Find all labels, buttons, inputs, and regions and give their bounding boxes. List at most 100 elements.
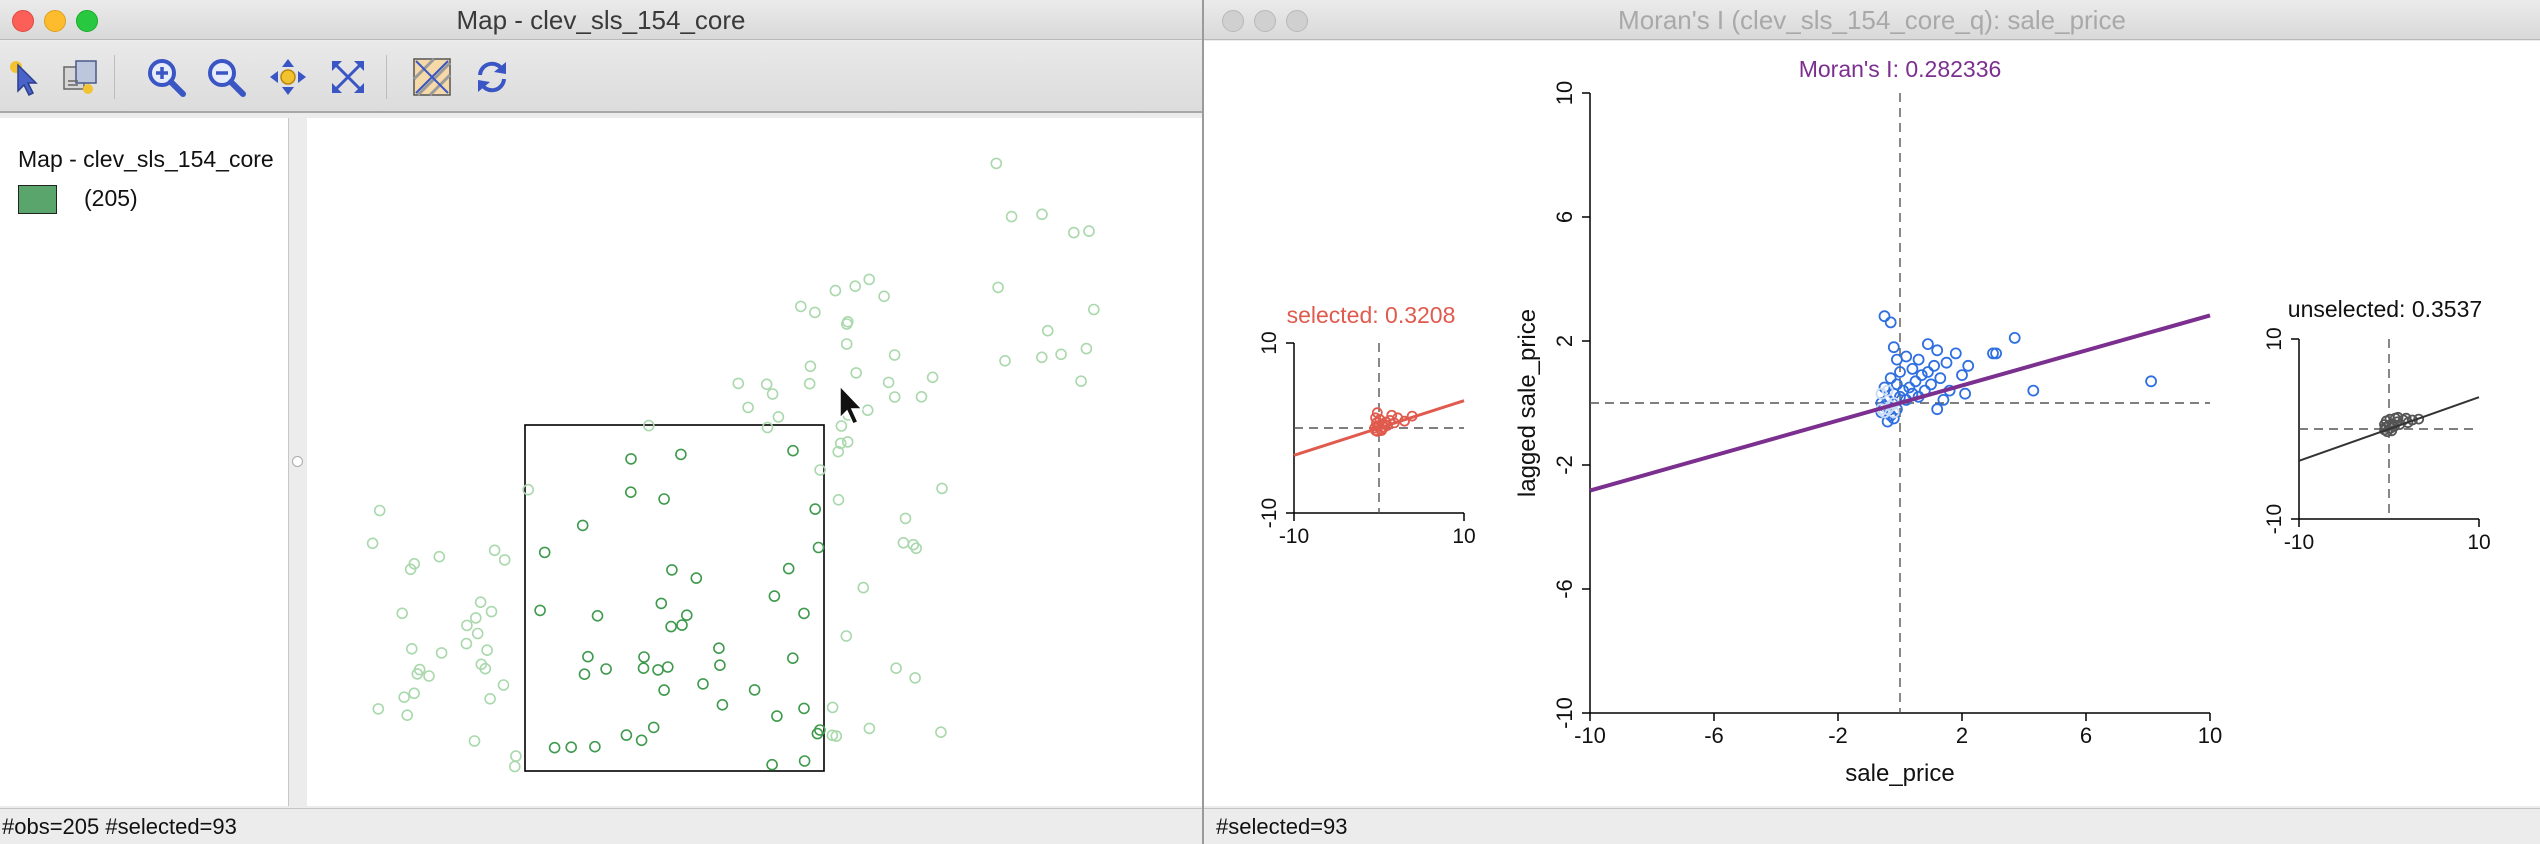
data-point[interactable]	[1949, 347, 1962, 360]
unselected-point[interactable]	[372, 703, 385, 715]
unselected-point[interactable]	[809, 306, 821, 319]
unselected-point[interactable]	[935, 726, 947, 739]
unselected-point[interactable]	[829, 284, 842, 297]
selected-point[interactable]	[647, 721, 660, 734]
unselected-point[interactable]	[840, 318, 853, 330]
unselected-point[interactable]	[857, 581, 870, 594]
unselected-point[interactable]	[396, 607, 408, 620]
unselected-point[interactable]	[794, 300, 807, 313]
unselected-point[interactable]	[510, 750, 522, 762]
selected-point[interactable]	[576, 519, 589, 532]
legend-category-swatch[interactable]	[18, 185, 57, 214]
selected-point[interactable]	[589, 740, 601, 753]
data-point[interactable]	[2386, 425, 2398, 437]
unselected-point[interactable]	[772, 411, 785, 423]
unselected-point[interactable]	[926, 371, 939, 384]
unselected-point[interactable]	[1055, 348, 1067, 361]
selected-point[interactable]	[538, 546, 551, 559]
unselected-point[interactable]	[732, 377, 745, 390]
unselected-point[interactable]	[832, 445, 845, 458]
data-point[interactable]	[1878, 381, 1891, 394]
selected-point[interactable]	[812, 541, 825, 554]
unselected-point[interactable]	[849, 280, 862, 292]
unselected-point[interactable]	[479, 662, 492, 675]
unselected-point[interactable]	[470, 612, 482, 624]
data-point[interactable]	[1900, 350, 1913, 363]
unselected-point[interactable]	[1080, 342, 1093, 355]
unselected-point[interactable]	[474, 596, 487, 609]
unselected-point[interactable]	[899, 512, 912, 525]
unselected-point[interactable]	[761, 421, 774, 434]
selected-point[interactable]	[661, 661, 674, 673]
unselected-point[interactable]	[1083, 225, 1095, 237]
data-point[interactable]	[1931, 344, 1944, 357]
selected-point[interactable]	[748, 684, 761, 696]
unselected-point[interactable]	[1035, 351, 1048, 364]
refresh-button[interactable]	[470, 55, 514, 99]
unselected-point[interactable]	[435, 647, 448, 659]
unselected-point[interactable]	[804, 360, 817, 373]
data-point[interactable]	[1887, 341, 1900, 354]
selected-point[interactable]	[591, 609, 604, 622]
selected-point[interactable]	[655, 597, 668, 610]
close-button[interactable]	[12, 10, 34, 32]
data-point[interactable]	[1956, 369, 1968, 382]
data-point[interactable]	[1875, 387, 1888, 400]
data-point[interactable]	[2145, 375, 2157, 388]
data-point[interactable]	[1928, 359, 1940, 372]
unselected-point[interactable]	[488, 544, 501, 557]
data-point[interactable]	[1891, 378, 1903, 391]
data-point[interactable]	[1940, 356, 1953, 369]
basemap-button[interactable]	[410, 55, 454, 99]
unselected-point[interactable]	[1087, 303, 1100, 316]
selected-point[interactable]	[666, 564, 678, 576]
unselected-point[interactable]	[840, 338, 853, 350]
data-point[interactable]	[1884, 316, 1897, 329]
selected-point[interactable]	[600, 663, 612, 675]
selected-point[interactable]	[766, 758, 778, 771]
selected-point[interactable]	[658, 493, 670, 505]
data-point[interactable]	[1371, 407, 1383, 419]
unselected-point[interactable]	[408, 557, 421, 570]
data-point[interactable]	[1912, 353, 1925, 366]
data-point[interactable]	[1934, 372, 1947, 385]
selection-rectangle[interactable]	[524, 424, 825, 772]
selected-point[interactable]	[548, 741, 561, 754]
unselected-point[interactable]	[766, 388, 779, 400]
unselected-point[interactable]	[408, 687, 420, 700]
data-point[interactable]	[1887, 412, 1900, 425]
unselected-point[interactable]	[999, 355, 1011, 367]
unselected-point[interactable]	[888, 391, 901, 403]
unselected-point[interactable]	[509, 760, 521, 773]
unselected-point[interactable]	[401, 709, 413, 722]
pan-button[interactable]	[266, 55, 310, 99]
unselected-point[interactable]	[642, 419, 655, 432]
selected-point[interactable]	[786, 652, 799, 665]
selected-point[interactable]	[665, 620, 677, 633]
unselected-point[interactable]	[936, 482, 948, 495]
selected-point[interactable]	[716, 698, 729, 711]
moran-main-plot[interactable]: -10 -6 -2 2 6 10 -10 -6 -2 2 6 10 Moran's I: 0.28233…	[1514, 56, 2222, 787]
selected-point[interactable]	[798, 607, 810, 620]
selected-point[interactable]	[625, 453, 637, 465]
unselected-point[interactable]	[1075, 375, 1087, 388]
selected-point[interactable]	[658, 684, 670, 696]
unselected-point[interactable]	[803, 377, 816, 390]
data-point[interactable]	[1894, 366, 1906, 378]
unselected-point[interactable]	[897, 536, 910, 549]
moran-scatter-canvas[interactable]: -10 -6 -2 2 6 10 -10 -6 -2 2 6 10 Moran's I: 0.28233…	[1204, 41, 2540, 806]
unselected-point[interactable]	[423, 670, 435, 682]
data-point[interactable]	[1386, 409, 1398, 421]
unselected-point[interactable]	[888, 349, 901, 361]
selected-point[interactable]	[771, 710, 783, 722]
data-point[interactable]	[1962, 359, 1975, 372]
unselected-point[interactable]	[468, 735, 481, 747]
selected-point[interactable]	[675, 448, 687, 461]
selected-point[interactable]	[565, 741, 578, 754]
data-point[interactable]	[1959, 387, 1971, 400]
unselected-point[interactable]	[760, 378, 773, 391]
selected-point[interactable]	[582, 650, 594, 663]
unselected-point[interactable]	[882, 376, 895, 389]
point-map[interactable]	[307, 118, 1202, 806]
